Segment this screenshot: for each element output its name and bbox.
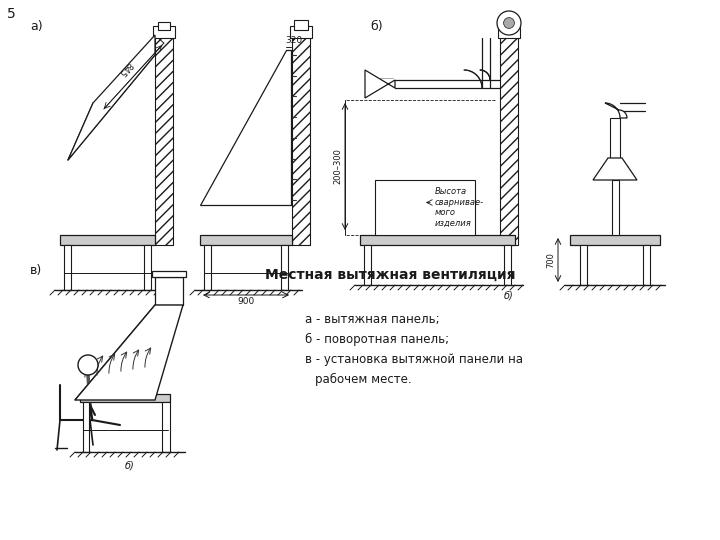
Bar <box>60 235 155 245</box>
Bar <box>612 180 619 235</box>
Bar <box>504 245 511 285</box>
Bar <box>570 235 660 245</box>
Bar <box>360 235 515 245</box>
Bar <box>155 30 173 245</box>
Text: б): б) <box>125 460 135 470</box>
Bar <box>64 245 71 290</box>
Polygon shape <box>605 103 627 118</box>
Text: Высота
сварнивае-
мого
изделия: Высота сварнивае- мого изделия <box>435 187 484 227</box>
Polygon shape <box>68 35 155 160</box>
Text: рабочем месте.: рабочем месте. <box>315 373 412 386</box>
Text: 5: 5 <box>7 7 16 21</box>
Bar <box>502 18 516 30</box>
Text: Местная вытяжная вентиляция: Местная вытяжная вентиляция <box>265 268 516 282</box>
Bar <box>643 245 650 285</box>
Circle shape <box>497 11 521 35</box>
Text: 900: 900 <box>238 297 255 306</box>
Bar <box>200 235 292 245</box>
Bar <box>153 26 175 38</box>
Bar <box>152 271 186 277</box>
Polygon shape <box>75 305 183 400</box>
Bar <box>500 30 518 245</box>
Bar <box>281 245 288 290</box>
Text: а): а) <box>30 20 42 33</box>
Text: в): в) <box>30 264 42 277</box>
Bar <box>500 30 518 245</box>
Bar <box>155 30 173 245</box>
Text: б - поворотная панель;: б - поворотная панель; <box>305 333 449 346</box>
Bar <box>364 245 371 285</box>
Bar <box>375 180 475 235</box>
Bar <box>83 402 89 452</box>
Bar <box>292 30 310 245</box>
Bar <box>290 26 312 38</box>
Text: в - установка вытяжной панели на: в - установка вытяжной панели на <box>305 353 523 366</box>
Polygon shape <box>593 158 637 180</box>
Circle shape <box>503 18 514 29</box>
Polygon shape <box>365 70 395 98</box>
Text: 845: 845 <box>116 59 133 77</box>
Text: 320: 320 <box>285 36 302 45</box>
Bar <box>610 118 620 158</box>
Text: 700: 700 <box>546 252 555 268</box>
Bar <box>162 402 170 452</box>
Bar <box>155 277 183 305</box>
Circle shape <box>78 355 98 375</box>
Bar <box>294 20 308 30</box>
Text: б): б) <box>504 290 514 300</box>
Polygon shape <box>200 50 291 205</box>
Bar <box>204 245 211 290</box>
Bar <box>144 245 151 290</box>
Bar <box>580 245 587 285</box>
Text: 200–300: 200–300 <box>333 148 342 185</box>
Text: а - вытяжная панель;: а - вытяжная панель; <box>305 313 440 326</box>
Bar <box>498 26 520 38</box>
Bar <box>80 394 170 402</box>
Bar <box>292 30 310 245</box>
Bar <box>158 22 170 30</box>
Text: б): б) <box>370 20 382 33</box>
